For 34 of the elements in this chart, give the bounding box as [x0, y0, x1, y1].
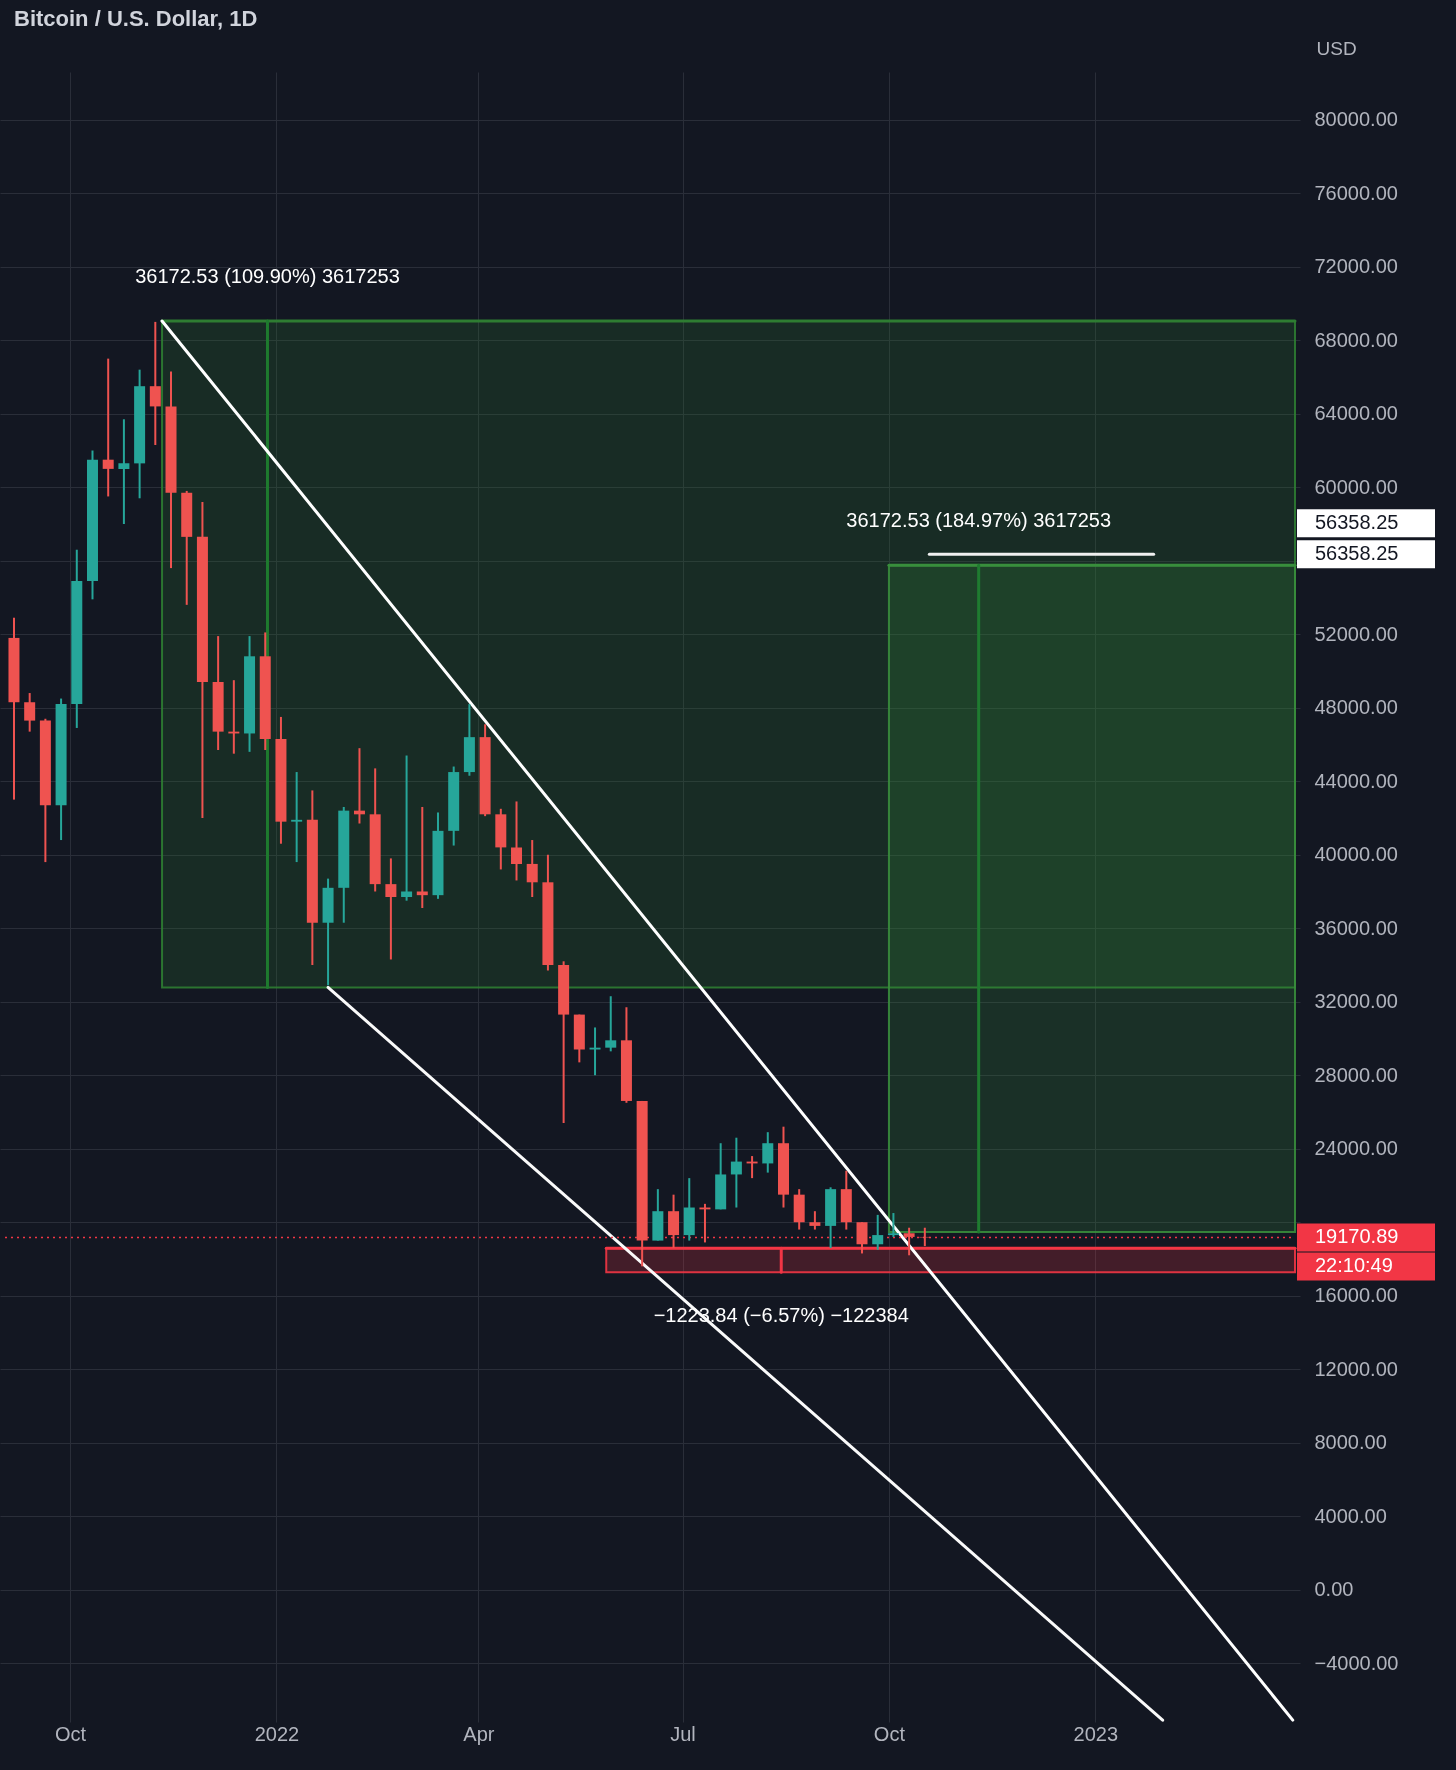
y-tick-label: 64000.00 [1314, 402, 1398, 425]
y-tick-label: 28000.00 [1314, 1063, 1398, 1086]
ref-line-label: 19170.89 [1315, 1225, 1399, 1248]
text: 56358.25 [1315, 511, 1399, 534]
y-tick-label: 12000.00 [1314, 1357, 1398, 1380]
x-tick-label: Apr [463, 1722, 495, 1745]
x-tick-label: Oct [873, 1722, 906, 1745]
y-tick-label: 16000.00 [1314, 1284, 1398, 1307]
text: 56358.25 [1315, 542, 1399, 565]
y-tick-label: 44000.00 [1314, 769, 1398, 792]
text: 22:10:49 [1315, 1254, 1393, 1277]
y-tick-label: 52000.00 [1314, 622, 1398, 645]
x-tick-label: Oct [55, 1722, 87, 1745]
y-tick-label: 0.00 [1314, 1578, 1354, 1601]
x-tick-label: 2023 [1073, 1722, 1119, 1745]
y-tick-label: 80000.00 [1314, 108, 1398, 131]
y-tick-label: 32000.00 [1314, 990, 1398, 1013]
y-tick-label: 68000.00 [1314, 328, 1398, 351]
annotation: 36172.53 (109.90%) 3617253 [135, 264, 400, 287]
y-tick-label: 40000.00 [1314, 843, 1398, 866]
annotation: 36172.53 (184.97%) 3617253 [846, 509, 1112, 532]
y-tick-label: 36000.00 [1314, 916, 1398, 939]
y-tick-label: 60000.00 [1314, 475, 1398, 498]
y-tick-label: 72000.00 [1314, 255, 1398, 278]
y-axis-title: USD [1316, 37, 1357, 59]
y-tick-label: −4000.00 [1314, 1651, 1399, 1674]
y-tick-label: 24000.00 [1314, 1137, 1398, 1160]
y-tick-label: 76000.00 [1314, 181, 1398, 204]
y-tick-label: 4000.00 [1314, 1504, 1387, 1527]
x-tick-label: Jul [670, 1722, 696, 1745]
chart-title: Bitcoin / U.S. Dollar, 1D [14, 6, 258, 31]
y-tick-label: 8000.00 [1314, 1431, 1387, 1454]
y-tick-label: 48000.00 [1314, 696, 1398, 719]
x-tick-label: 2022 [254, 1722, 300, 1745]
